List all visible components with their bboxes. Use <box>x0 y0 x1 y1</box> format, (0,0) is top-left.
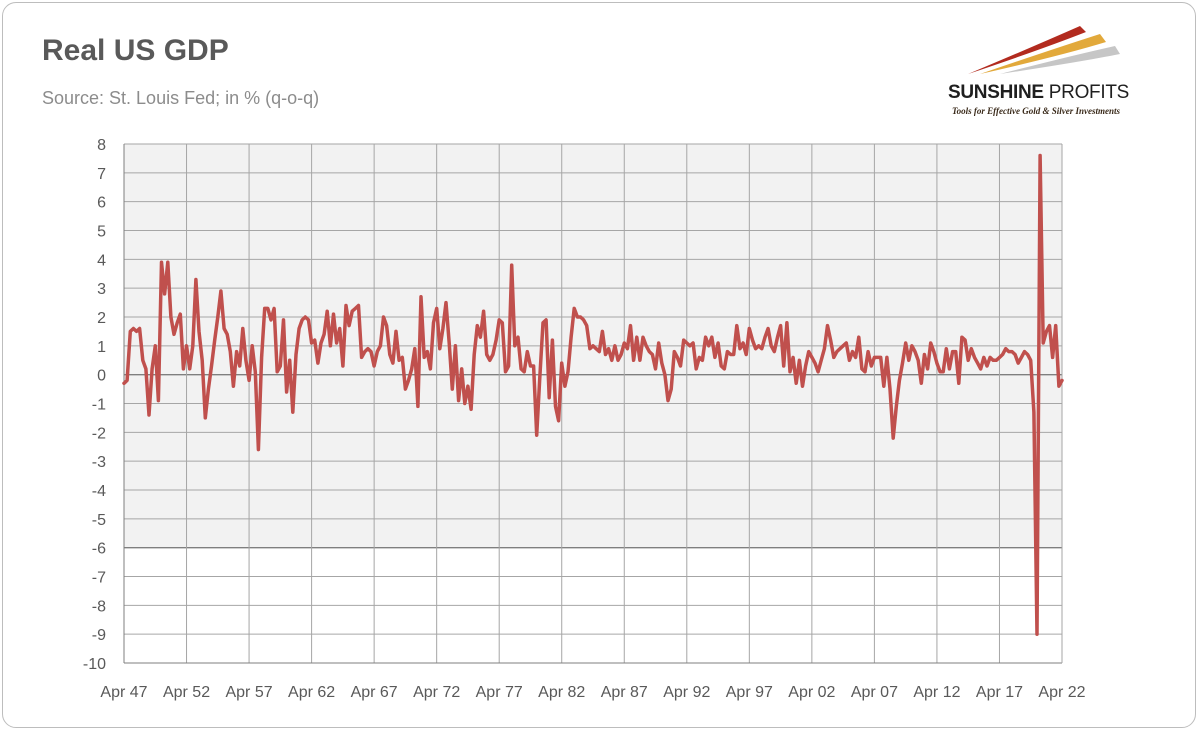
logo-name: SUNSHINE PROFITS <box>948 82 1129 104</box>
x-tick-label: Apr 17 <box>976 684 1023 701</box>
y-tick-label: 2 <box>97 310 106 327</box>
x-tick-label: Apr 52 <box>163 684 210 701</box>
x-tick-label: Apr 22 <box>1038 684 1085 701</box>
y-tick-label: 3 <box>97 281 106 298</box>
x-tick-label: Apr 12 <box>913 684 960 701</box>
y-tick-label: 8 <box>97 137 106 154</box>
y-tick-label: 6 <box>97 195 106 212</box>
y-tick-label: -2 <box>92 425 106 442</box>
y-tick-label: 0 <box>97 368 106 385</box>
x-tick-label: Apr 67 <box>351 684 398 701</box>
x-tick-label: Apr 77 <box>476 684 523 701</box>
x-tick-label: Apr 97 <box>726 684 773 701</box>
y-tick-label: -4 <box>92 483 106 500</box>
x-tick-label: Apr 57 <box>225 684 272 701</box>
x-tick-label: Apr 62 <box>288 684 335 701</box>
y-tick-label: -9 <box>92 627 106 644</box>
y-tick-label: -6 <box>92 541 106 558</box>
y-tick-label: -3 <box>92 454 106 471</box>
logo-swoosh-icon <box>968 26 1120 74</box>
x-tick-label: Apr 07 <box>851 684 898 701</box>
sunshine-profits-logo: SUNSHINE PROFITS Tools for Effective Gol… <box>940 20 1180 120</box>
y-tick-label: 7 <box>97 166 106 183</box>
logo-tagline: Tools for Effective Gold & Silver Invest… <box>952 106 1120 116</box>
x-tick-label: Apr 82 <box>538 684 585 701</box>
x-tick-label: Apr 02 <box>788 684 835 701</box>
y-tick-label: 1 <box>97 339 106 356</box>
x-tick-label: Apr 87 <box>601 684 648 701</box>
x-tick-label: Apr 72 <box>413 684 460 701</box>
y-tick-label: -5 <box>92 512 106 529</box>
y-tick-label: 5 <box>97 224 106 241</box>
y-tick-label: 4 <box>97 252 106 269</box>
x-tick-label: Apr 92 <box>663 684 710 701</box>
y-tick-label: -1 <box>92 397 106 414</box>
chart-subtitle: Source: St. Louis Fed; in % (q-o-q) <box>42 88 320 108</box>
logo-name-bold: SUNSHINE <box>948 82 1044 103</box>
y-tick-label: -7 <box>92 570 106 587</box>
y-tick-label: -10 <box>83 656 106 673</box>
logo-name-rest: PROFITS <box>1043 82 1130 103</box>
y-tick-label: -8 <box>92 598 106 615</box>
chart-title: Real US GDP <box>42 34 229 67</box>
gdp-series-line <box>122 153 1064 636</box>
x-tick-label: Apr 47 <box>100 684 147 701</box>
